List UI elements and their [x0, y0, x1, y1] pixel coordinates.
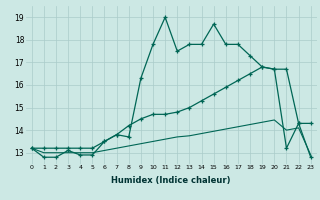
X-axis label: Humidex (Indice chaleur): Humidex (Indice chaleur): [111, 176, 231, 185]
